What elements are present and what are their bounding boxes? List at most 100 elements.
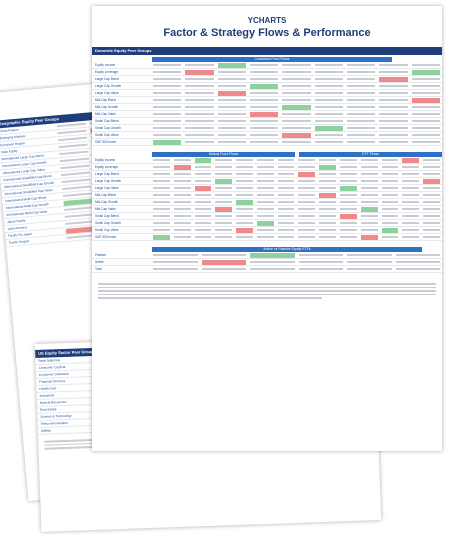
- cell: [298, 236, 316, 238]
- row-label: Industrials: [39, 393, 55, 398]
- cell: [185, 127, 214, 129]
- row-label: Total: [95, 267, 102, 271]
- cell: [153, 113, 182, 115]
- cell: [395, 268, 440, 270]
- cell: [360, 166, 378, 168]
- cell: [236, 215, 253, 217]
- cell: [62, 192, 92, 197]
- cell: [64, 206, 93, 211]
- cell: [185, 120, 214, 122]
- table-row: Small Cap Growth: [92, 125, 442, 132]
- cell: [347, 254, 392, 256]
- cell: [277, 173, 295, 175]
- cell: [402, 201, 420, 203]
- cell: [61, 171, 90, 177]
- cell: [423, 215, 440, 217]
- cell: [411, 106, 440, 108]
- cell: [360, 234, 378, 240]
- cell: [185, 113, 214, 115]
- cell: [379, 113, 408, 115]
- cell: [173, 159, 191, 161]
- cell: [381, 194, 399, 196]
- cell: [249, 71, 279, 73]
- cell: [56, 122, 86, 128]
- cell: [379, 76, 408, 82]
- table-row: Mid-Cap Blend: [92, 192, 442, 199]
- table-row: Mid-Cap Blend: [92, 97, 442, 104]
- cell: [153, 120, 182, 122]
- row-label: Large Cap Value: [95, 186, 119, 190]
- cell: [340, 194, 357, 196]
- table-row: Large Cap Value: [92, 185, 442, 192]
- cell: [298, 180, 316, 182]
- cell: [314, 125, 343, 131]
- cell: [319, 187, 337, 189]
- cell: [153, 194, 170, 196]
- cell: [153, 64, 182, 66]
- cell: [185, 69, 214, 75]
- cell: [153, 234, 170, 240]
- cell: [153, 78, 182, 80]
- cell: [347, 261, 392, 263]
- table-row: Small Cap Value: [92, 227, 442, 234]
- table-row: S&P 500 Index: [92, 139, 442, 146]
- cell: [379, 120, 408, 122]
- cell: [173, 229, 191, 231]
- cell: [381, 236, 399, 238]
- table-row: Mid-Cap Value: [92, 206, 442, 213]
- cell: [298, 261, 343, 263]
- cell: [185, 92, 214, 94]
- cell: [185, 134, 214, 136]
- cell: [298, 171, 316, 177]
- cell: [314, 120, 343, 122]
- cell: [379, 64, 408, 66]
- table-row: Equity Income: [92, 157, 442, 164]
- cell: [201, 254, 246, 256]
- cell: [360, 159, 378, 161]
- row-label: Large Cap Blend: [95, 172, 119, 176]
- cell: [402, 194, 420, 196]
- cell: [217, 78, 246, 80]
- cell: [314, 113, 343, 115]
- cell: [215, 173, 233, 175]
- cell: [282, 104, 311, 110]
- table-title: Combined Fund Flows: [152, 57, 392, 62]
- cell: [173, 201, 191, 203]
- cell: [64, 213, 94, 218]
- cell: [173, 180, 191, 182]
- table-row: Mid-Cap Growth: [92, 104, 442, 111]
- cell: [381, 208, 399, 210]
- table-title: ETF Flows: [299, 152, 442, 157]
- cell: [249, 134, 279, 136]
- cell: [346, 85, 376, 87]
- cell: [277, 201, 295, 203]
- cell: [277, 159, 295, 161]
- cell: [346, 106, 376, 108]
- row-label: Financial Services: [39, 378, 66, 384]
- cell: [340, 166, 357, 168]
- cell: [340, 208, 357, 210]
- cell: [217, 127, 246, 129]
- cell: [346, 127, 376, 129]
- cell: [319, 173, 337, 175]
- cell: [319, 215, 337, 217]
- cell: [298, 201, 316, 203]
- cell: [249, 92, 279, 94]
- cell: [65, 220, 95, 225]
- cell: [173, 173, 191, 175]
- cell: [411, 134, 440, 136]
- row-label: S&P 500 Index: [95, 140, 117, 144]
- cell: [277, 208, 295, 210]
- cell: [346, 78, 376, 80]
- table-row: Large Cap Growth: [92, 178, 442, 185]
- cell: [347, 268, 392, 270]
- cell: [249, 83, 279, 89]
- table-row: Equity Leverage: [92, 164, 442, 171]
- cell: [153, 134, 182, 136]
- cell: [217, 90, 246, 96]
- cell: [379, 127, 408, 129]
- cell: [201, 268, 246, 270]
- cell: [236, 166, 253, 168]
- cell: [340, 159, 357, 161]
- cell: [153, 261, 198, 263]
